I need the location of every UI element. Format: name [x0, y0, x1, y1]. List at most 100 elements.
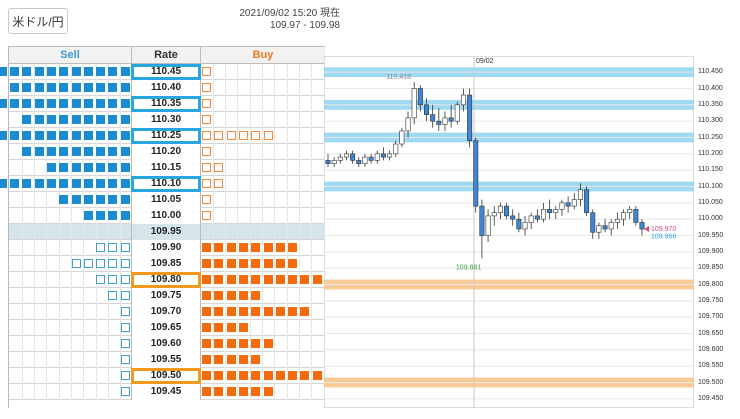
buy-square: [251, 291, 261, 300]
buy-square: [202, 67, 211, 76]
buy-cell: [201, 384, 325, 400]
sell-square: [108, 259, 118, 268]
buy-square: [288, 371, 298, 380]
buy-square: [238, 387, 248, 396]
sell-cell: [9, 368, 131, 384]
candle-body: [602, 225, 608, 230]
candle-body: [343, 153, 349, 158]
buy-square: [202, 243, 211, 252]
sell-square: [83, 115, 93, 124]
candle-body: [528, 215, 534, 223]
buy-square: [251, 371, 261, 380]
sell-square: [83, 259, 93, 268]
candle-body: [522, 222, 528, 230]
sell-square: [34, 99, 44, 108]
buy-cell: [201, 272, 334, 288]
sell-square: [22, 99, 32, 108]
sell-square: [108, 83, 118, 92]
buy-square: [202, 115, 211, 124]
buy-cell: [201, 224, 325, 240]
buy-square: [202, 163, 211, 172]
buy-square: [288, 307, 298, 316]
sell-cell: [9, 80, 131, 96]
sell-square: [34, 67, 44, 76]
sell-square: [108, 179, 118, 188]
candle-body: [479, 205, 485, 236]
sell-square: [59, 99, 69, 108]
candle-body: [621, 212, 627, 220]
buy-square: [202, 83, 211, 92]
sell-square: [96, 275, 106, 284]
currency-pair-button[interactable]: 米ドル/円: [8, 8, 68, 34]
buy-square: [214, 291, 224, 300]
y-tick-label: 109.950: [698, 231, 724, 239]
candle-body: [337, 156, 343, 161]
sell-cell: [9, 112, 131, 128]
candle-body: [596, 225, 602, 233]
sell-square: [10, 131, 19, 140]
y-tick-label: 109.650: [698, 329, 724, 337]
sell-square: [120, 99, 130, 108]
order-row: 109.90: [9, 240, 325, 256]
order-row: 109.85: [9, 256, 325, 272]
buy-cell: [201, 64, 325, 80]
sell-square: [22, 131, 32, 140]
y-tick-label: 110.200: [698, 149, 723, 157]
sell-square: [108, 243, 118, 252]
buy-square: [275, 371, 285, 380]
sell-square: [46, 147, 56, 156]
buy-square: [300, 307, 310, 316]
rate-cell: 110.35: [131, 96, 201, 112]
candle-body: [473, 140, 479, 207]
sell-header: Sell: [9, 46, 131, 64]
order-row: 110.00: [9, 208, 325, 224]
candle-body: [356, 160, 362, 164]
rate-cell: 109.45: [131, 384, 201, 400]
sell-square: [83, 195, 93, 204]
candle-body: [565, 202, 571, 207]
buy-square: [263, 243, 273, 252]
buy-square: [202, 195, 211, 204]
buy-square: [288, 259, 298, 268]
sell-square: [22, 115, 32, 124]
rate-cell: 110.15: [131, 160, 201, 176]
buy-square: [238, 371, 248, 380]
sell-square: [59, 147, 69, 156]
candle-body: [393, 143, 399, 155]
buy-cell: [201, 288, 325, 304]
sell-cell: [9, 144, 131, 160]
order-row: 109.70: [9, 304, 325, 320]
low-label: 109.881: [456, 264, 481, 271]
buy-square: [251, 387, 261, 396]
rate-cell: 109.90: [131, 240, 201, 256]
candle-body: [516, 218, 522, 230]
candle-body: [497, 205, 503, 213]
sell-square: [59, 67, 69, 76]
buy-cell: [201, 144, 325, 160]
sell-square: [22, 147, 32, 156]
rate-cell: 110.30: [131, 112, 201, 128]
buy-cell: [201, 304, 325, 320]
sell-cell: [9, 224, 131, 240]
buy-square: [226, 387, 236, 396]
buy-cell: [201, 320, 325, 336]
buy-cell: [201, 192, 325, 208]
sell-square: [120, 131, 130, 140]
sell-square: [34, 83, 44, 92]
order-row: 110.35: [0, 96, 325, 112]
price-axis: 110.450 110.400 110.350 110.300 110.250 110.2…: [694, 56, 740, 408]
candle-body: [608, 222, 614, 230]
sell-square: [46, 67, 56, 76]
buy-square: [226, 323, 236, 332]
sell-square: [108, 131, 118, 140]
sell-square: [96, 67, 106, 76]
candle-body: [331, 160, 337, 164]
buy-square: [214, 243, 224, 252]
buy-square: [202, 355, 211, 364]
buy-square: [275, 259, 285, 268]
sell-square: [10, 99, 19, 108]
sell-square: [46, 83, 56, 92]
y-tick-label: 109.900: [698, 247, 724, 255]
sell-square: [96, 147, 106, 156]
